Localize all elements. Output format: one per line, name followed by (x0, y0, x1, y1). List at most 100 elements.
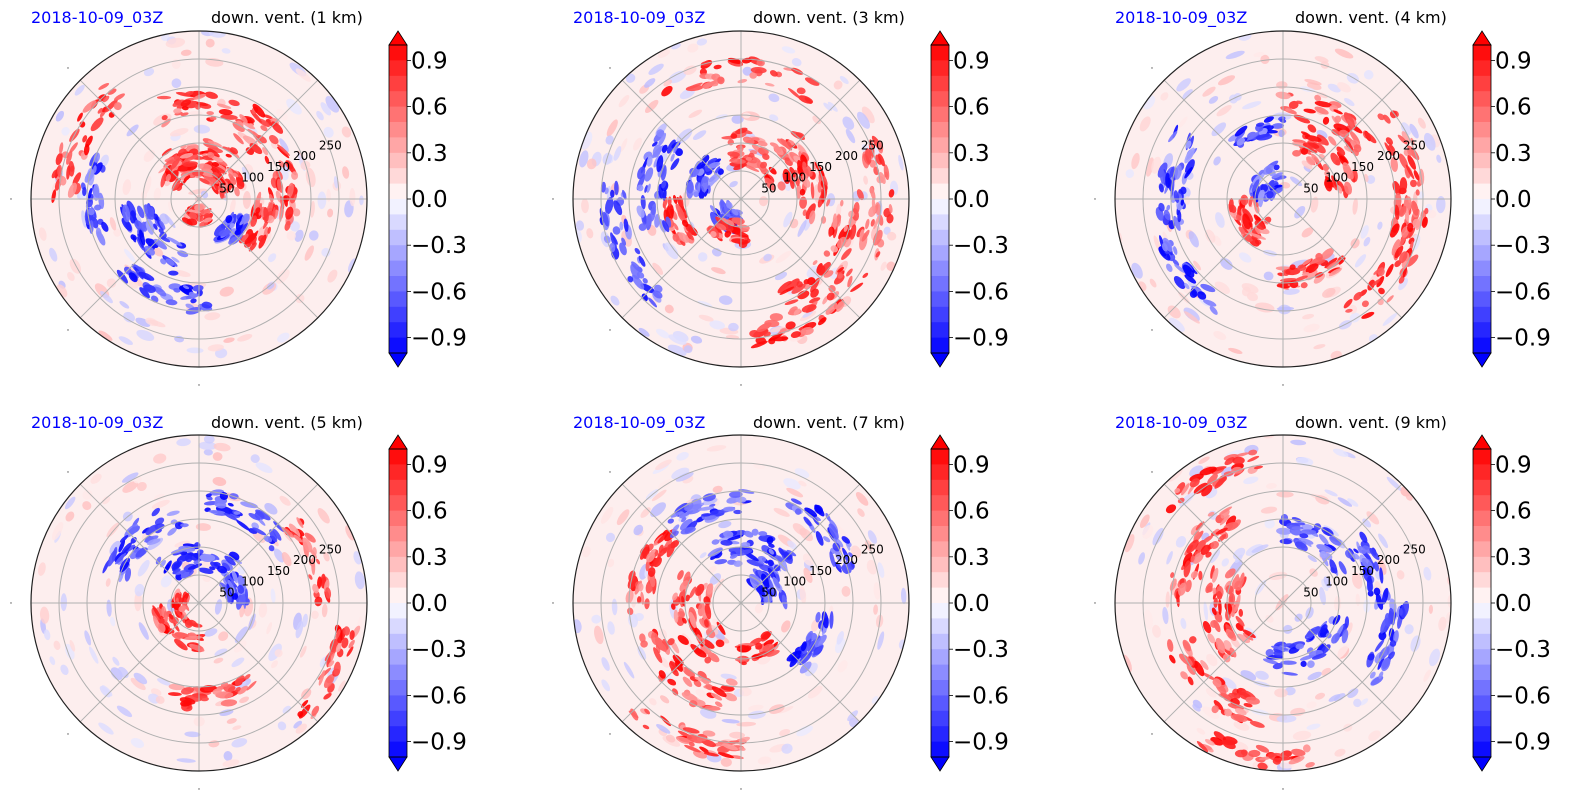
feature-cell (1192, 552, 1204, 564)
feature-cell (59, 142, 64, 154)
feature-cell (66, 150, 73, 165)
feature-cell (1235, 615, 1245, 627)
feature-cell (1407, 148, 1412, 156)
feature-cell (203, 213, 211, 219)
feature-cell (227, 167, 234, 178)
texture-blob (38, 227, 47, 241)
texture-blob (1178, 116, 1188, 128)
colorbar-band (389, 649, 407, 665)
feature-cell (180, 112, 189, 117)
feature-cell (186, 218, 198, 226)
feature-cell (1311, 653, 1327, 660)
feature-cell (237, 577, 246, 592)
colorbar-band (389, 587, 407, 604)
feature-cell (656, 640, 667, 652)
texture-blob (304, 245, 314, 261)
feature-cell (121, 542, 132, 555)
feature-cell (248, 242, 257, 252)
feature-cell (1366, 575, 1373, 594)
feature-cell (1285, 267, 1301, 276)
feature-cell (1242, 207, 1254, 223)
colorbar-band (931, 741, 949, 758)
texture-blob (270, 588, 276, 603)
texture-blob (783, 478, 801, 490)
feature-cell (1359, 531, 1368, 543)
colorbar-extend-min (388, 756, 408, 772)
texture-blob (82, 501, 92, 511)
texture-blob (1301, 227, 1314, 238)
texture-blob (221, 48, 231, 54)
texture-blob (341, 126, 352, 138)
feature-cell (1224, 568, 1236, 579)
feature-cell (1255, 122, 1265, 127)
colorbar-band (1473, 45, 1491, 61)
colorbar-band (1473, 276, 1491, 292)
feature-cell (1247, 455, 1260, 462)
texture-blob (1188, 231, 1199, 248)
radial-tick-label: 100 (783, 575, 806, 589)
texture-blob (61, 126, 70, 136)
texture-blob (174, 540, 190, 548)
texture-blob (836, 631, 844, 645)
feature-cell (328, 660, 335, 667)
texture-blob (1353, 698, 1362, 708)
texture-blob (873, 604, 879, 615)
texture-blob (138, 622, 149, 640)
feature-cell (797, 166, 804, 177)
texture-blob (633, 524, 644, 536)
texture-blob (203, 449, 213, 456)
feature-cell (825, 302, 838, 315)
feature-cell (1393, 630, 1399, 644)
feature-cell (222, 562, 231, 571)
feature-cell (174, 521, 183, 530)
feature-cell (1373, 587, 1381, 596)
feature-cell (1173, 246, 1178, 255)
colorbar-extend-max (930, 30, 950, 46)
feature-cell (1373, 561, 1379, 572)
colorbar-band (389, 229, 407, 246)
feature-cell (92, 183, 100, 201)
feature-cell (1238, 226, 1246, 235)
feature-cell (764, 177, 776, 191)
feature-cell (1201, 484, 1213, 497)
feature-cell (1182, 639, 1191, 652)
texture-blob (1409, 123, 1419, 139)
feature-cell (1235, 214, 1241, 221)
colorbar-band (931, 680, 949, 696)
texture-blob (1337, 497, 1353, 507)
texture-blob (1436, 154, 1442, 163)
feature-cell (1187, 676, 1194, 686)
feature-cell (828, 523, 839, 540)
texture-blob (49, 247, 58, 262)
colorbar-band (931, 291, 949, 308)
texture-blob (1307, 671, 1322, 681)
colorbar-band (389, 137, 407, 154)
texture-blob (1253, 52, 1265, 58)
feature-cell (782, 168, 791, 184)
texture-blob (147, 319, 166, 328)
texture-blob (316, 110, 324, 121)
texture-blob (1306, 701, 1317, 709)
colorbar-band (1473, 137, 1491, 154)
texture-blob (1423, 566, 1432, 581)
colorbar-tick-label: −0.6 (1495, 279, 1551, 305)
texture-blob (1238, 252, 1252, 263)
feature-cell (1162, 237, 1173, 252)
feature-cell (724, 230, 732, 238)
texture-blob (803, 567, 813, 584)
feature-cell (1302, 744, 1311, 753)
feature-cell (82, 100, 97, 113)
feature-cell (1216, 591, 1223, 600)
panel-4-date-label: 2018-10-09_03Z (31, 413, 163, 433)
feature-cell (1361, 300, 1369, 308)
feature-cell (631, 274, 645, 290)
texture-blob (130, 738, 145, 748)
feature-cell (650, 203, 657, 222)
feature-cell (714, 225, 723, 236)
tick-dot (1282, 788, 1284, 790)
texture-blob (203, 435, 215, 444)
texture-blob (763, 253, 772, 262)
feature-cell (778, 547, 785, 556)
texture-blob (295, 68, 311, 82)
colorbar-band (389, 526, 407, 542)
